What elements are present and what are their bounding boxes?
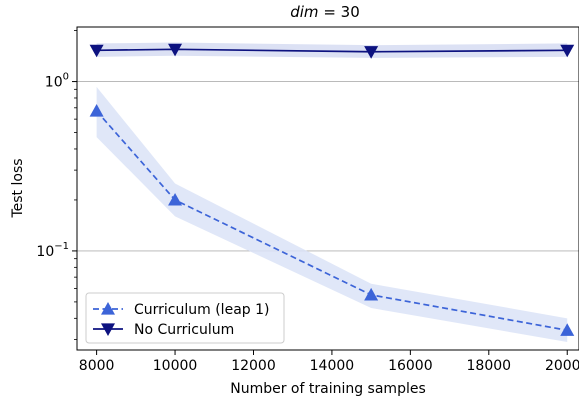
x-tick-label: 10000 <box>153 358 198 374</box>
plot-frame <box>76 26 579 351</box>
y-axis-label: Test loss <box>10 158 26 218</box>
data-point <box>364 46 379 59</box>
x-tick-label: 20000 <box>545 358 579 374</box>
x-tick-label: 8000 <box>79 358 115 374</box>
legend-label-no-curriculum: No Curriculum <box>134 322 234 338</box>
legend-label-curriculum: Curriculum (leap 1) <box>134 302 269 318</box>
data-point <box>364 287 379 301</box>
series-markers <box>89 43 575 336</box>
grid-lines <box>77 81 579 252</box>
confidence-band <box>96 86 568 342</box>
series-lines <box>95 48 568 332</box>
x-axis-ticks: 8000 10000 12000 14000 16000 18000 20000 <box>79 350 579 374</box>
x-tick-label: 16000 <box>388 358 433 374</box>
x-axis-label: Number of training samples <box>230 381 426 397</box>
data-point <box>168 43 183 57</box>
data-point <box>560 44 575 58</box>
data-point <box>168 192 183 206</box>
series-line <box>95 110 568 332</box>
x-tick-label: 18000 <box>467 358 512 374</box>
y-axis-ticks: 100 10−1 <box>36 30 77 340</box>
chart-title: dim = 30 <box>290 3 360 21</box>
y-tick-label: 10−1 <box>36 241 69 260</box>
data-point <box>89 44 104 58</box>
data-point <box>89 104 104 117</box>
x-tick-label: 12000 <box>231 358 276 374</box>
series-line <box>96 48 568 53</box>
x-tick-label: 14000 <box>310 358 355 374</box>
legend-box <box>85 292 285 344</box>
legend-marker-curriculum <box>101 302 115 315</box>
y-tick-label: 100 <box>45 72 69 91</box>
confidence-bands <box>96 42 568 342</box>
data-point <box>560 323 575 336</box>
confidence-band <box>96 42 568 58</box>
legend-marker-no-curriculum <box>101 323 115 336</box>
legend: Curriculum (leap 1) No Curriculum <box>85 292 285 344</box>
